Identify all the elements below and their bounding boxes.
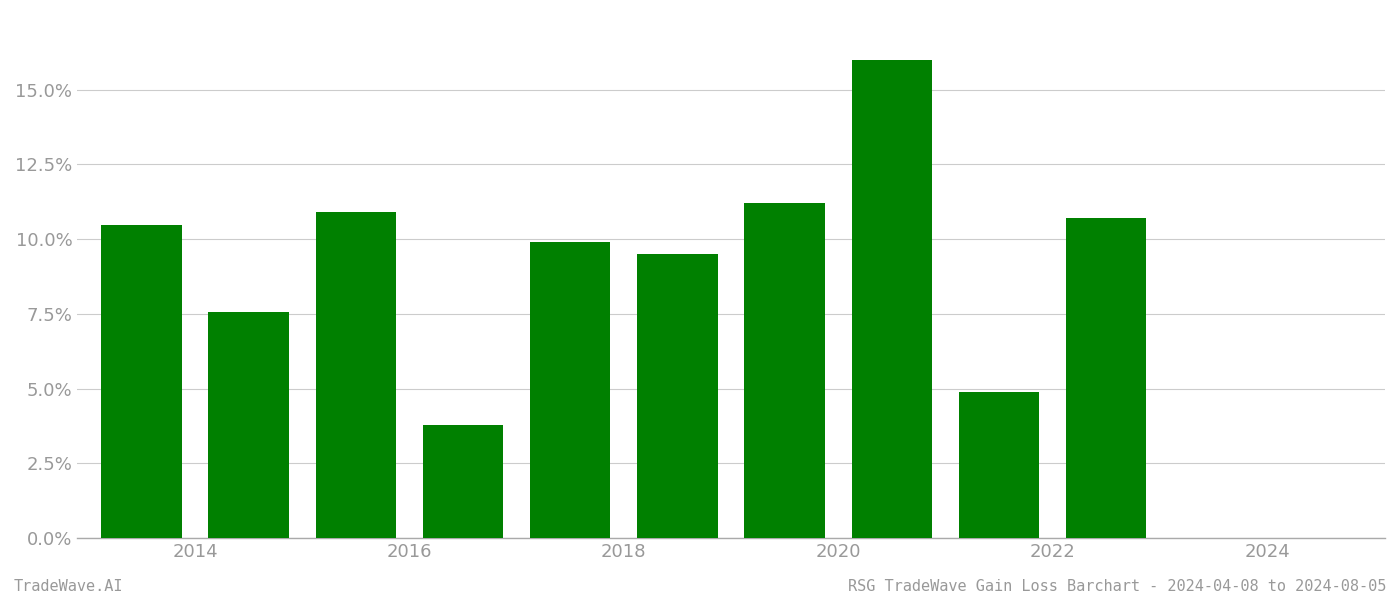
Bar	[851, 60, 932, 538]
Bar	[959, 392, 1039, 538]
Bar	[209, 313, 288, 538]
Bar	[315, 212, 396, 538]
Bar	[637, 254, 718, 538]
Bar	[745, 203, 825, 538]
Text: TradeWave.AI: TradeWave.AI	[14, 579, 123, 594]
Text: RSG TradeWave Gain Loss Barchart - 2024-04-08 to 2024-08-05: RSG TradeWave Gain Loss Barchart - 2024-…	[847, 579, 1386, 594]
Bar	[531, 242, 610, 538]
Bar	[1065, 218, 1147, 538]
Bar	[423, 425, 503, 538]
Bar	[101, 225, 182, 538]
